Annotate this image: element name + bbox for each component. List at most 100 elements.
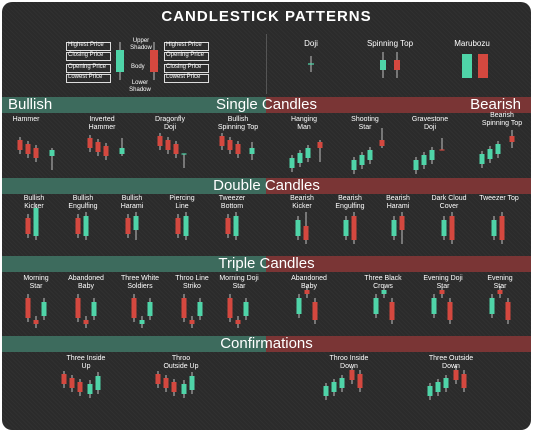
anatomy-label: Opening Price — [166, 52, 205, 58]
bullish-candle — [495, 141, 501, 158]
pattern-label: Throo Inside Down — [329, 355, 369, 370]
pattern-label: Bullish Harami — [120, 195, 144, 210]
bullish-candle — [95, 372, 101, 394]
anatomy-label: Highest Price — [166, 42, 202, 48]
bullish-candle — [462, 54, 472, 78]
pattern-label: Abandoned Baby — [68, 275, 104, 290]
bullish-candle — [49, 148, 55, 170]
bearish-candle — [497, 286, 503, 298]
anatomy-label: Closing Price — [68, 52, 104, 58]
bearish-candle — [33, 316, 39, 328]
bullish-candle — [147, 298, 153, 320]
bullish-candle — [289, 155, 295, 172]
bearish-candle — [103, 143, 109, 160]
bullish-candle — [116, 42, 124, 80]
bearish-candle — [312, 298, 318, 324]
bullish-candle — [295, 216, 301, 240]
bearish-candle — [171, 379, 177, 396]
basic-label: Doji — [304, 39, 318, 48]
bearish-candle — [69, 375, 75, 392]
anatomy-label: Lower Shadow — [129, 80, 151, 93]
bearish-candle — [173, 141, 179, 158]
bearish-candle — [25, 141, 31, 158]
bearish-candle — [181, 294, 187, 322]
divider — [266, 34, 267, 94]
section-title-double: Double Candles — [213, 177, 320, 194]
bearish-candle — [235, 316, 241, 328]
band-bullish — [2, 178, 266, 194]
basic-label: Marubozu — [454, 39, 490, 48]
bearish-candle — [227, 294, 233, 322]
bearish-candle — [75, 294, 81, 322]
pattern-label: Throo Line Striko — [175, 275, 209, 290]
bullish-candle — [87, 380, 93, 398]
bearish-candle — [394, 52, 400, 78]
anatomy-label: Body — [131, 64, 145, 70]
section-title-single: Single Candles — [216, 96, 317, 113]
pattern-label: Dark Cloud Cover — [431, 195, 467, 210]
section-title-confirm: Confirmations — [220, 335, 313, 352]
bullish-candle — [181, 153, 187, 168]
pattern-label: Morning Star — [23, 275, 49, 290]
bearish-candle — [25, 294, 31, 322]
anatomy-label: Opening Price — [68, 64, 107, 70]
bullish-candle — [243, 298, 249, 320]
bullish-candle — [429, 147, 435, 164]
anatomy-label: Highest Price — [68, 42, 104, 48]
pattern-label: Piercing Line — [169, 195, 195, 210]
pattern-label: Morning Doji Star — [219, 275, 259, 290]
section-title-triple: Triple Candles — [218, 255, 315, 272]
bullish-candle — [359, 152, 365, 169]
bearish-candle — [165, 137, 171, 154]
bearish-candle — [303, 212, 309, 244]
band-bearish — [266, 336, 531, 352]
bearish-candle — [77, 379, 83, 396]
anatomy-label: Closing Price — [166, 64, 202, 70]
bearish-candle — [399, 212, 405, 244]
bearish-candle — [189, 316, 195, 328]
bullish-candle — [351, 157, 357, 174]
band-bearish — [266, 97, 531, 113]
bullish-candle — [380, 52, 386, 78]
bullish-candle — [308, 56, 314, 72]
bearish-candle — [389, 298, 395, 324]
bullish-candle — [41, 298, 47, 320]
bullish-candle — [119, 138, 125, 156]
bullish-candle — [427, 383, 433, 400]
pattern-label: Shooting Star — [351, 116, 379, 131]
bullish-candle — [491, 216, 497, 240]
bullish-candle — [296, 294, 302, 318]
pattern-label: Gravestone Doji — [411, 116, 449, 131]
pattern-label: Dragonfly Doji — [155, 116, 185, 131]
bullish-candle — [197, 298, 203, 320]
basic-label: Spinning Top — [366, 39, 414, 48]
bullish-label: Bullish — [8, 96, 53, 113]
bearish-candle — [351, 212, 357, 244]
bullish-candle — [431, 294, 437, 318]
bullish-candle — [189, 372, 195, 394]
bearish-candle — [225, 214, 231, 238]
bearish-candle — [155, 371, 161, 388]
page-title: CANDLESTICK PATTERNS — [161, 8, 372, 25]
bearish-candle — [509, 130, 515, 148]
bullish-candle — [413, 157, 419, 174]
anatomy-label: Lowest Price — [68, 74, 103, 80]
bullish-candle — [339, 375, 345, 392]
bearish-candle — [17, 137, 23, 154]
bearish-candle — [83, 316, 89, 328]
bearish-candle — [163, 375, 169, 392]
pattern-label: Bearish Harami — [386, 195, 410, 210]
bullish-candle — [297, 150, 303, 167]
bullish-candle — [487, 146, 493, 163]
pattern-label: Hanging Man — [290, 116, 318, 131]
bullish-candle — [133, 212, 139, 240]
bearish-candle — [349, 366, 355, 384]
bullish-candle — [479, 151, 485, 168]
bearish-candle — [157, 133, 163, 150]
bearish-candle — [125, 214, 131, 238]
bearish-candle — [131, 294, 137, 322]
bearish-candle — [461, 370, 467, 392]
band-bullish — [2, 336, 266, 352]
pattern-label: Bullish Kicker — [23, 195, 45, 210]
bullish-candle — [367, 147, 373, 164]
